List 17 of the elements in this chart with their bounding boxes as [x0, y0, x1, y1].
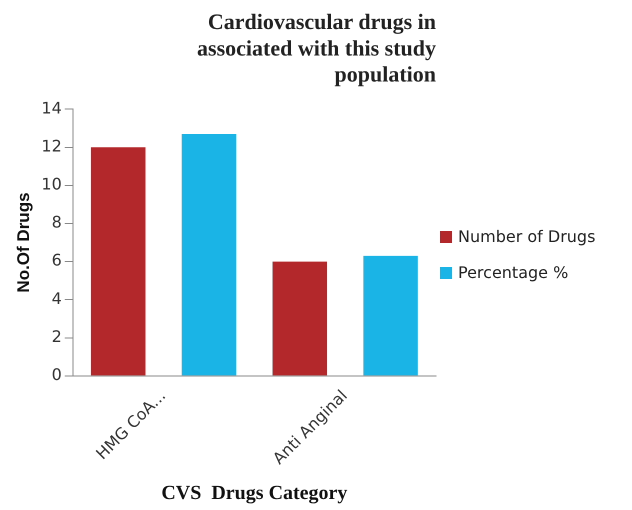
bar [182, 134, 236, 376]
y-tick-label: 4 [52, 288, 62, 308]
bar [363, 256, 418, 376]
y-tick-label: 14 [41, 98, 62, 118]
y-tick-label: 8 [52, 212, 62, 232]
y-tick-label: 0 [52, 365, 62, 384]
x-axis-title: CVS Drugs Category [161, 482, 348, 504]
bar [272, 262, 328, 376]
y-tick-label: 12 [41, 136, 62, 156]
y-tick-label: 10 [41, 174, 62, 194]
y-axis-title: No.Of Drugs [14, 192, 33, 293]
y-tick-label: 2 [52, 326, 62, 346]
legend-label: Number of Drugs [458, 226, 596, 248]
legend-label: Percentage % [458, 262, 568, 284]
chart-title: Cardiovascular drugs in associated with this study population [197, 8, 436, 87]
y-tick-label: 6 [52, 250, 62, 270]
bar [90, 147, 146, 376]
